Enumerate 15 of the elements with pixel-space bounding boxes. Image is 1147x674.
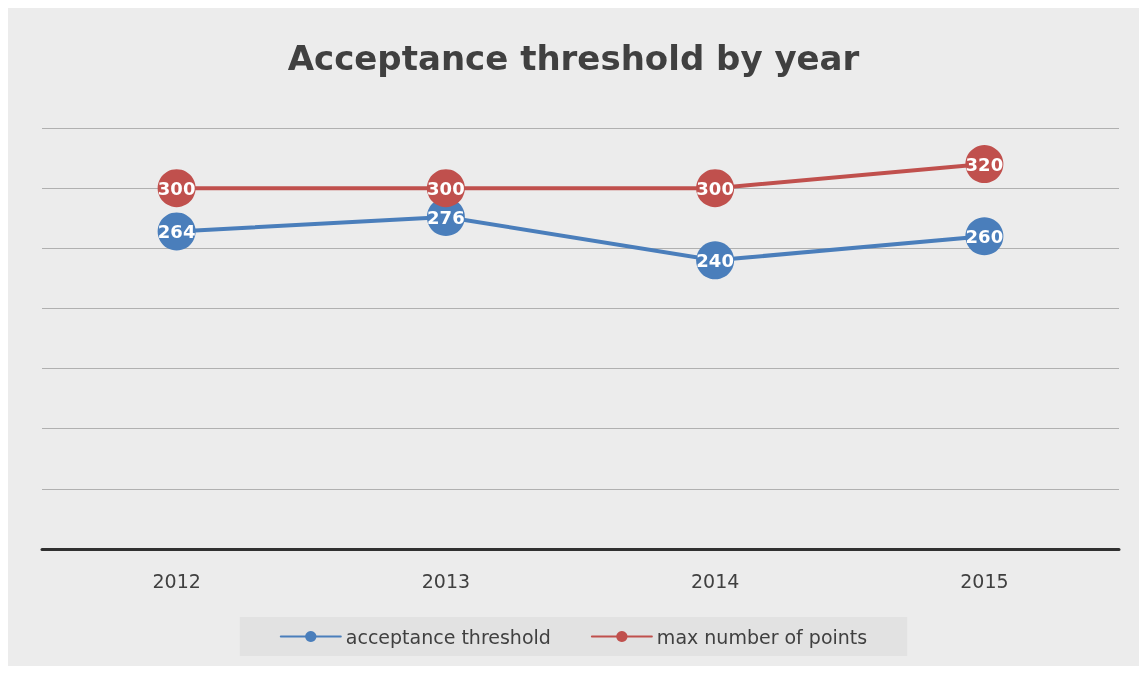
- data-label: 320: [965, 153, 1004, 175]
- legend-label: max number of points: [656, 625, 868, 648]
- x-tick-label: 2013: [421, 569, 471, 592]
- x-tick-label: 2015: [960, 569, 1009, 592]
- data-label: 240: [696, 249, 734, 271]
- data-label: 300: [157, 177, 196, 199]
- data-label: 300: [696, 177, 734, 199]
- data-label: 300: [427, 177, 465, 199]
- x-tick-label: 2012: [152, 569, 201, 592]
- data-label: 260: [965, 225, 1004, 247]
- data-label: 276: [427, 206, 465, 228]
- data-label: 264: [157, 220, 196, 242]
- x-tick-label: 2014: [690, 569, 740, 592]
- chart-title: Acceptance threshold by year: [287, 38, 860, 78]
- legend-label: acceptance threshold: [345, 625, 551, 648]
